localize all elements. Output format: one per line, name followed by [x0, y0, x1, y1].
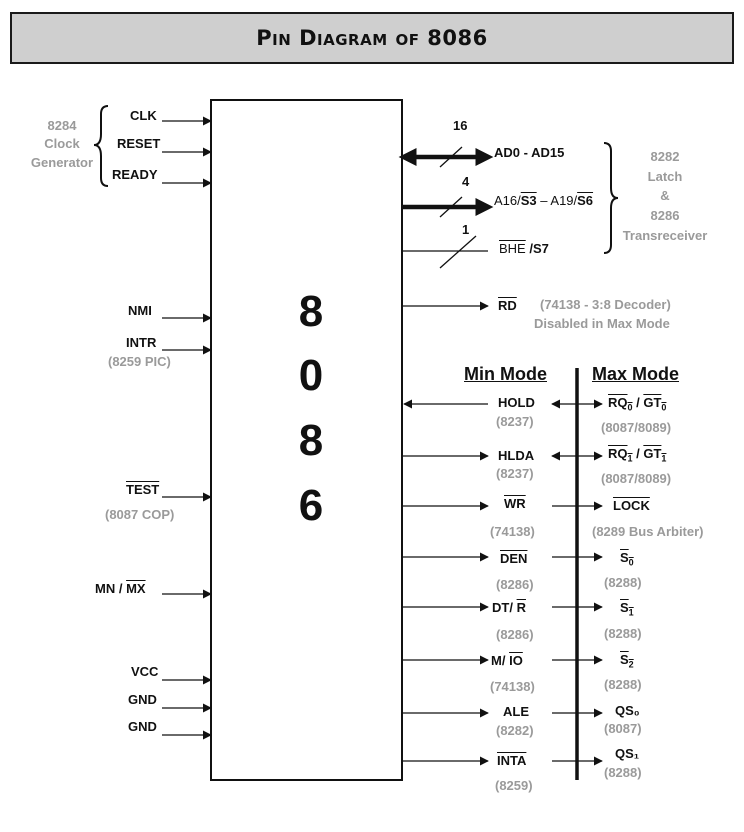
pin-inta-note: (8259) — [495, 778, 533, 793]
a-bus-width: 4 — [462, 174, 470, 189]
pin-dt: DT/ — [492, 600, 513, 615]
pin-s1: S1 — [620, 600, 634, 618]
pin-qs0: QS₀ — [615, 703, 640, 718]
pin-rq1-note: (8087/8089) — [601, 471, 672, 486]
bhe-text: BHE — [499, 241, 526, 256]
s7-text: /S7 — [529, 241, 549, 256]
bhe-width: 1 — [462, 222, 470, 237]
pin-rq1-gt1: RQ1 / GT1 — [608, 446, 666, 467]
pin-hold: HOLD — [498, 395, 535, 410]
pin-mio: M/ IO — [491, 653, 523, 669]
pin-lock: LOCK — [613, 498, 650, 513]
a19-label: – A19/ — [536, 193, 578, 208]
a-bus-label: A16/S3 – A19/S6 — [494, 193, 593, 209]
ad-bus-slash — [439, 146, 463, 168]
pin-rq0: RQ0 — [608, 395, 633, 413]
s6-label: S6 — [577, 193, 594, 208]
pin-lock-note: (8289 Bus Arbiter) — [592, 524, 704, 539]
latch-line1: 8282 — [650, 149, 680, 164]
page-title: Pin Diagram of 8086 — [256, 26, 488, 50]
clock-gen-line3: Generator — [30, 155, 94, 170]
pin-dtr: DT/ R — [492, 600, 526, 616]
rd-label: RD — [498, 298, 517, 313]
chip-digit-3: 8 — [298, 416, 324, 465]
s3-label: S3 — [520, 193, 537, 208]
ad-bus-label: AD0 - AD15 — [494, 145, 565, 160]
pin-ready: READY — [112, 167, 158, 182]
pin-qs1: QS₁ — [615, 746, 640, 761]
max-mode-header: Max Mode — [592, 364, 680, 384]
pin-wr-note: (74138) — [490, 524, 535, 539]
title-bar: Pin Diagram of 8086 — [10, 12, 734, 64]
pin-mnmx: MN / MX — [95, 581, 146, 597]
pin-s2: S2 — [620, 652, 634, 670]
rd-note-2: Disabled in Max Mode — [534, 316, 670, 331]
pin-qs1-note: (8288) — [604, 765, 642, 780]
pin-intr: INTR — [126, 335, 157, 350]
pin-mio-note: (74138) — [490, 679, 535, 694]
pin-gnd-1: GND — [128, 692, 157, 707]
chip-digit-2: 0 — [298, 351, 324, 400]
pin-test-note: (8087 COP) — [105, 507, 175, 522]
pin-gnd-2: GND — [128, 719, 157, 734]
pin-wr: WR — [504, 496, 526, 511]
rq1-slash: / — [632, 446, 644, 461]
pin-s2-note: (8288) — [604, 677, 642, 692]
pin-mx: MX — [126, 581, 146, 596]
latch-line4: 8286 — [650, 208, 680, 223]
pin-vcc: VCC — [131, 664, 159, 679]
pin-den: DEN — [500, 551, 528, 566]
pin-rq0-gt0: RQ0 / GT0 — [608, 395, 666, 416]
pin-ale-note: (8282) — [496, 723, 534, 738]
pin-hlda-note: (8237) — [496, 466, 534, 481]
pin-rq0-note: (8087/8089) — [601, 420, 672, 435]
pin-gt0: GT0 — [643, 395, 667, 413]
a16-label: A16/ — [494, 193, 521, 208]
pin-ale: ALE — [503, 704, 529, 719]
pin-s0: S0 — [620, 550, 634, 568]
pin-rq1: RQ1 — [608, 446, 633, 464]
pin-r: R — [516, 600, 526, 615]
pin-qs0-note: (8087) — [604, 721, 642, 736]
pin-nmi: NMI — [128, 303, 152, 318]
rd-note-1: (74138 - 3:8 Decoder) — [540, 297, 671, 312]
clock-brace — [93, 105, 109, 187]
chip-digit-4: 6 — [298, 481, 324, 530]
pin-den-note: (8286) — [496, 577, 534, 592]
pin-reset: RESET — [117, 136, 161, 151]
chip-digit-1: 8 — [298, 287, 324, 336]
pin-dtr-note: (8286) — [496, 627, 534, 642]
pin-s1-note: (8288) — [604, 626, 642, 641]
pin-m: M/ — [491, 653, 506, 668]
pin-hlda: HLDA — [498, 448, 535, 463]
clock-gen-line2: Clock — [44, 136, 80, 151]
pin-clk: CLK — [130, 108, 157, 123]
latch-line3: & — [660, 188, 670, 203]
pin-intr-note: (8259 PIC) — [108, 354, 171, 369]
bhe-label: BHE /S7 — [499, 241, 549, 257]
ad-bus-width: 16 — [453, 118, 468, 133]
latch-brace — [603, 142, 619, 254]
pin-io: IO — [509, 653, 523, 668]
pin-s0-note: (8288) — [604, 575, 642, 590]
pin-gt1: GT1 — [643, 446, 667, 464]
latch-line2: Latch — [647, 169, 683, 184]
pin-test: TEST — [126, 482, 160, 497]
latch-line5: Transreceiver — [622, 228, 708, 243]
min-mode-header: Min Mode — [464, 364, 547, 384]
rq0-slash: / — [632, 395, 644, 410]
pin-inta: INTA — [497, 753, 527, 768]
a-bus-slash — [439, 196, 463, 218]
pin-hold-note: (8237) — [496, 414, 534, 429]
chip-body — [210, 99, 403, 781]
bhe-slash — [439, 235, 477, 269]
clock-gen-line1: 8284 — [47, 118, 77, 133]
pin-mn: MN / — [95, 581, 123, 596]
